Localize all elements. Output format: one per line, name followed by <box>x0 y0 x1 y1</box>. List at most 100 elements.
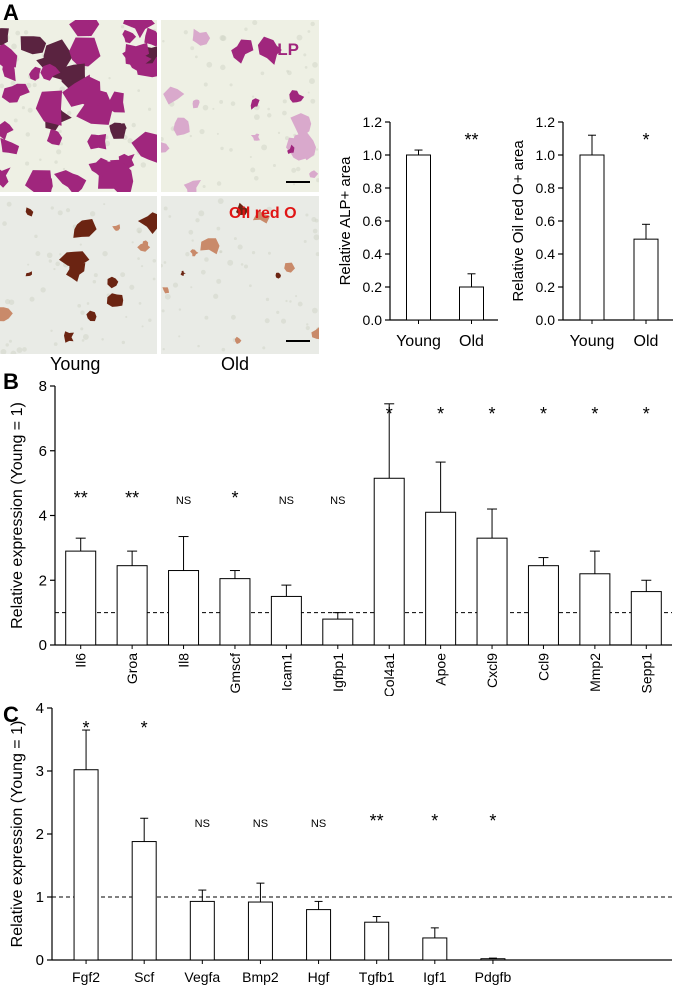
oil-red-droplet <box>284 262 295 273</box>
c-x-tick-label-scf: Scf <box>134 969 154 985</box>
micrograph-speck <box>102 251 108 257</box>
alp-stained-cell <box>1 83 30 103</box>
alp-stained-cell <box>87 134 107 150</box>
micrograph-speck <box>287 70 292 76</box>
micrograph-speck <box>79 243 82 246</box>
b-x-tick-label-gmscf: Gmscf <box>227 653 243 694</box>
column-label-young: Young <box>50 354 101 374</box>
c-y-tick-label: 4 <box>36 700 44 717</box>
micrograph-speck <box>295 295 298 298</box>
alp-stained-cell <box>257 36 282 65</box>
alp-stained-cell <box>88 157 108 178</box>
alp-stained-cell <box>122 29 137 44</box>
micrograph-speck <box>10 80 16 86</box>
c-x-tick-label-vegfa: Vegfa <box>184 969 220 985</box>
expression-chart-b: 0 2 4 6 8 Relative expression (Young = 1) Il6 *… <box>9 380 672 696</box>
micrograph-speck <box>0 83 5 89</box>
micrograph-speck <box>200 269 206 275</box>
micrograph-speck <box>216 132 219 135</box>
b-y-axis-label: Relative expression (Young = 1) <box>9 402 26 629</box>
micrograph-speck <box>305 325 310 331</box>
micrograph-speck <box>206 61 213 68</box>
micrograph-alp-old <box>161 20 319 192</box>
alp-y-tick-label: 1.0 <box>363 147 383 163</box>
alp-stained-cell <box>290 113 312 138</box>
oil-red-droplet <box>275 272 281 279</box>
alp-stained-cell <box>192 99 200 109</box>
micrograph-speck <box>164 293 171 300</box>
micrograph-speck <box>35 251 41 257</box>
alp-stained-cell <box>231 39 254 64</box>
micrograph-speck <box>172 282 179 288</box>
micrograph-speck <box>313 234 319 241</box>
alp-stained-cell <box>118 153 135 168</box>
alp-stained-cell <box>0 167 11 188</box>
oil-red-droplet <box>112 224 121 231</box>
micrograph-speck <box>217 198 224 205</box>
micrograph-speck <box>101 338 104 341</box>
c-bar-hgf <box>306 909 332 961</box>
alp-bar-young <box>406 154 431 321</box>
b-x-tick-label-igfbp1: Igfbp1 <box>330 653 346 692</box>
b-bar-cxcl9 <box>476 537 508 646</box>
micrograph-speck <box>80 327 84 331</box>
c-x-tick-label-bmp2: Bmp2 <box>242 969 279 985</box>
micrograph-speck <box>131 122 136 128</box>
b-x-tick-label-ccl9: Ccl9 <box>535 653 551 681</box>
micrograph-speck <box>58 129 62 134</box>
oil-red-droplet <box>86 310 97 322</box>
alp-stained-cell <box>0 28 9 46</box>
b-bar-igfbp1 <box>322 618 354 646</box>
micrograph-speck <box>34 234 38 239</box>
scale-bar-oil <box>286 340 310 342</box>
micrograph-speck <box>25 82 32 89</box>
micrograph-speck <box>204 257 209 262</box>
micrograph-speck <box>249 155 252 158</box>
expression-chart-c: 0 1 2 3 4 Relative expression (Young = 1) Fgf2… <box>9 700 672 985</box>
micrograph-speck <box>65 208 71 213</box>
b-x-tick-label-il6: Il6 <box>73 653 89 668</box>
micrograph-speck <box>125 315 128 318</box>
micrograph-speck <box>220 64 226 71</box>
micrograph-speck <box>240 263 244 266</box>
c-x-tick-label-igf1: Igf1 <box>423 969 447 985</box>
oil-y-axis-label: Relative Oil red O+ area <box>510 140 527 302</box>
alp-stained-cell <box>183 180 201 192</box>
micrograph-speck <box>32 83 37 88</box>
micrograph-speck <box>48 259 53 263</box>
b-x-tick-label-groa: Groa <box>124 653 140 684</box>
alp-stained-cell <box>2 60 16 82</box>
micrograph-speck <box>185 252 190 257</box>
micrograph-speck <box>254 175 259 181</box>
micrograph-speck <box>8 339 12 343</box>
b-bar-sepp1 <box>630 591 662 646</box>
micrograph-speck <box>251 95 255 98</box>
oil-red-droplet <box>200 238 220 255</box>
alp-stained-cell <box>98 161 134 192</box>
alp-stained-cell <box>62 74 90 107</box>
c-significance-pdgfb: * <box>489 811 496 831</box>
micrograph-speck <box>77 303 82 308</box>
b-y-tick-label: 2 <box>39 572 47 589</box>
oil-red-droplet <box>234 336 242 344</box>
micrograph-speck <box>140 265 144 268</box>
alp-stained-cell <box>144 27 157 47</box>
micrograph-speck <box>194 55 198 59</box>
b-significance-icam1: NS <box>279 495 294 507</box>
b-significance-igfbp1: NS <box>330 495 345 507</box>
micrograph-speck <box>50 206 54 210</box>
c-significance-scf: * <box>141 718 148 738</box>
oil-red-droplet <box>137 212 157 234</box>
micrograph-speck <box>221 347 226 352</box>
b-x-tick-label-col4a1: Col4a1 <box>381 653 397 696</box>
oil-x-tick-label-young: Young <box>570 333 615 350</box>
b-y-tick-label: 4 <box>39 508 47 525</box>
micrograph-speck <box>29 296 35 302</box>
alp-stained-cell <box>289 90 305 103</box>
micrograph-speck <box>11 43 17 50</box>
c-x-tick-label-tgfb1: Tgfb1 <box>359 969 395 985</box>
micrograph-speck <box>129 284 135 290</box>
alp-stained-cell <box>69 20 100 37</box>
c-significance-tgfb1: ** <box>370 811 384 831</box>
micrograph-speck <box>120 272 126 278</box>
